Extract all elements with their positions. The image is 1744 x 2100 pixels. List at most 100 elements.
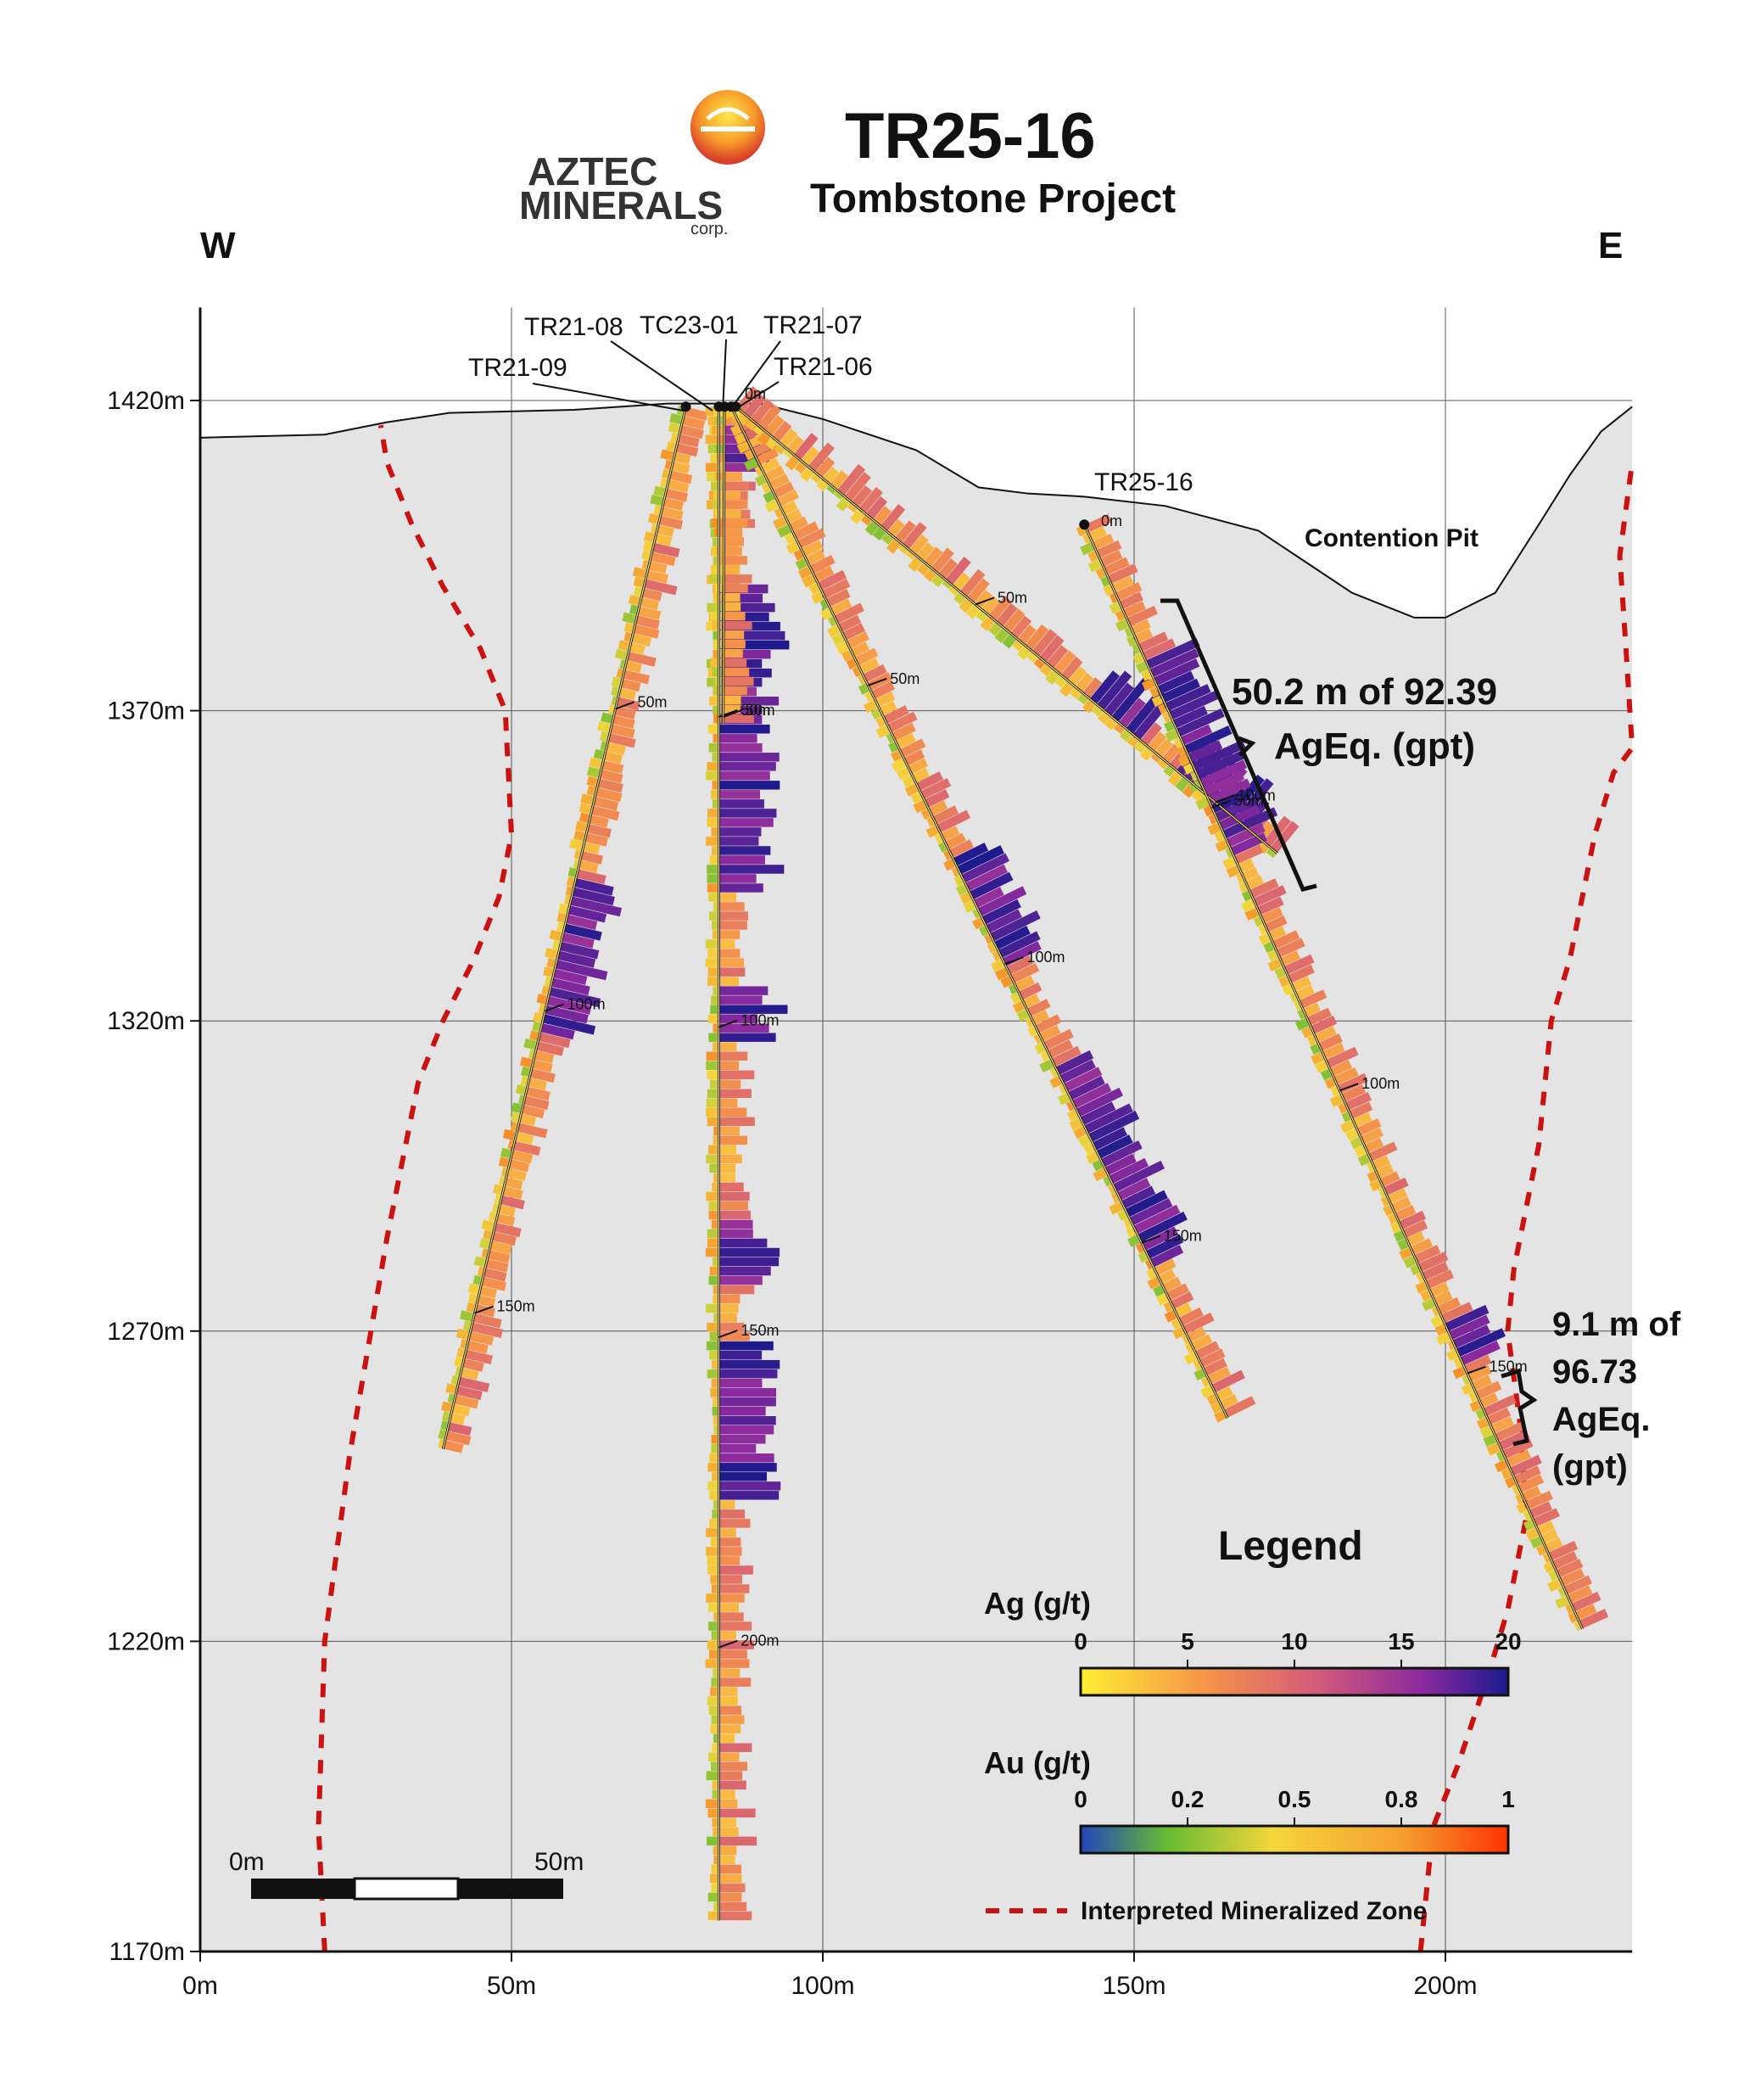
au-bar-tr21-08-35 — [713, 734, 718, 743]
ag-bar-tr21-08-132 — [718, 1640, 754, 1649]
ag-bar-tr21-09-49 — [580, 850, 604, 865]
au-bar-tr21-08-96 — [706, 1303, 718, 1313]
ag-bar-tr21-07-7 — [760, 457, 780, 473]
au-bar-tr25-16-35 — [1207, 822, 1221, 836]
ag-bar-tr25-16-86 — [1413, 1245, 1441, 1264]
ag-bar-tr21-08-64 — [718, 1005, 788, 1014]
au-bar-tr21-09-66 — [538, 1003, 545, 1014]
ag-bar-tr21-08-102 — [718, 1359, 780, 1369]
au-bar-tr25-16-47 — [1258, 924, 1267, 935]
ag-bar-tr21-06-25 — [916, 542, 935, 562]
au-bar-tr21-07-63 — [984, 933, 992, 944]
au-bar-tr21-07-117 — [1200, 1385, 1214, 1398]
ag-bar-tr25-16-128 — [1574, 1604, 1597, 1621]
ag-bar-tr21-06-7 — [786, 435, 804, 455]
au-bar-tr21-06-50 — [1091, 706, 1103, 717]
au-bar-tr25-16-97 — [1445, 1349, 1459, 1362]
ag-bar-tr21-06-8 — [793, 433, 819, 461]
au-bar-tr21-08-44 — [707, 818, 718, 827]
ag-bar-tr21-08-46 — [718, 837, 759, 846]
ag-bar-tc23-01-12 — [724, 518, 748, 528]
au-bar-tr21-09-12 — [648, 512, 659, 524]
ag-bar-tr21-06-34 — [981, 596, 1000, 615]
ag-bar-tr21-08-94 — [718, 1285, 755, 1295]
au-bar-tr21-08-73 — [707, 1089, 718, 1099]
au-bar-tr21-09-112 — [440, 1420, 448, 1431]
ag-bar-tr25-16-103 — [1478, 1392, 1499, 1408]
au-bar-tr21-08-134 — [705, 1659, 718, 1668]
ag-bar-tc23-01-31 — [723, 695, 741, 705]
au-bar-tr21-09-68 — [532, 1021, 541, 1032]
au-bar-tr25-16-70 — [1340, 1120, 1356, 1134]
ag-bar-tr21-08-89 — [718, 1238, 768, 1248]
ag-bar-tr21-09-91 — [491, 1231, 517, 1246]
au-bar-tr21-09-85 — [499, 1176, 505, 1186]
au-bar-tr21-08-82 — [713, 1173, 718, 1183]
zone-boundary-east — [1417, 462, 1635, 1952]
ag-bar-tr21-06-48 — [1082, 677, 1103, 699]
ag-bar-tr21-09-26 — [629, 642, 646, 655]
au-bar-tr25-16-95 — [1436, 1332, 1451, 1346]
ag-bar-tr21-09-62 — [552, 968, 588, 985]
ag-bar-tr21-08-156 — [718, 1864, 742, 1874]
callout-1-line2: AgEq. (gpt) — [1274, 725, 1475, 767]
au-tick-0-2: 0.2 — [1171, 1786, 1205, 1812]
au-bar-tr21-07-21 — [808, 583, 820, 595]
au-bar-tr25-16-8 — [1109, 593, 1117, 604]
au-bar-tr21-08-56 — [712, 930, 718, 939]
ag-bar-tr21-09-0 — [684, 406, 708, 421]
au-bar-tr25-16-60 — [1307, 1035, 1316, 1046]
ag-bar-tr21-06-12 — [822, 467, 839, 484]
au-bar-tr21-07-61 — [971, 917, 984, 930]
ag-bar-tr25-16-31 — [1203, 770, 1245, 797]
au-bar-tr21-09-76 — [518, 1095, 524, 1105]
au-bar-tr21-08-69 — [706, 1051, 718, 1061]
au-bar-tr21-07-31 — [852, 666, 861, 677]
au-bar-tr21-08-153 — [707, 1836, 718, 1846]
au-bar-tr21-09-34 — [601, 712, 612, 724]
au-bar-tr21-09-48 — [569, 838, 584, 851]
ag-bar-tr25-16-99 — [1463, 1354, 1492, 1375]
ag-bar-tr21-07-118 — [1215, 1386, 1233, 1402]
ag-bar-tr21-07-14 — [788, 516, 808, 532]
depth-tick-tr21-08-1 — [718, 1019, 738, 1028]
ag-bar-tr21-07-117 — [1210, 1369, 1245, 1393]
au-bar-tr21-09-23 — [622, 612, 636, 624]
au-bar-tr25-16-83 — [1393, 1230, 1405, 1242]
ag-bar-tr25-16-70 — [1352, 1112, 1372, 1128]
au-bar-tr21-06-14 — [833, 491, 843, 501]
ag-bar-tr21-07-47 — [924, 789, 950, 808]
label-tr21-06: TR21-06 — [774, 353, 873, 381]
ag-bar-tr21-07-84 — [1076, 1087, 1124, 1117]
au-bar-tr25-16-20 — [1151, 695, 1164, 708]
ag-bar-tc23-01-19 — [724, 583, 748, 593]
au-bar-tr21-07-47 — [913, 800, 927, 814]
ag-bar-tr21-07-96 — [1125, 1190, 1168, 1218]
au-bar-tr25-16-126 — [1555, 1595, 1569, 1609]
ag-bar-tr21-09-72 — [531, 1059, 553, 1073]
ag-bar-tr21-08-42 — [718, 799, 764, 809]
ag-bar-tr21-06-33 — [974, 589, 992, 609]
au-bar-tr21-07-64 — [987, 942, 997, 954]
au-bar-tr25-16-111 — [1501, 1468, 1512, 1480]
ag-bar-tr21-06-3 — [757, 404, 781, 431]
axes: 0m 50m 100m 150m 200m1420m1370m1320m1270m122… — [107, 307, 1633, 2000]
ag-bar-tr21-06-74 — [1270, 820, 1300, 854]
au-bar-tr25-16-56 — [1294, 1000, 1301, 1011]
ag-bar-tr21-08-147 — [718, 1780, 746, 1789]
ag-bar-tr21-08-95 — [718, 1294, 741, 1304]
au-bar-tr25-16-16 — [1135, 661, 1149, 674]
logo-text-corp: corp. — [690, 220, 728, 238]
ag-bar-tr25-16-97 — [1456, 1328, 1506, 1358]
ag-bar-tr25-16-1 — [1087, 526, 1107, 542]
au-bar-tr21-07-86 — [1073, 1126, 1087, 1140]
depth-label-tr21-06-0: 50m — [998, 589, 1027, 606]
ag-bar-tr21-07-32 — [862, 664, 887, 683]
au-bar-tr21-09-2 — [668, 422, 680, 434]
au-bar-tr21-09-26 — [618, 640, 629, 652]
au-bar-tr21-08-138 — [707, 1696, 718, 1705]
au-bar-tr21-08-130 — [708, 1621, 718, 1631]
logo-text-minerals: MINERALS — [519, 183, 723, 227]
au-bar-tr25-16-101 — [1461, 1383, 1474, 1396]
au-bar-tr21-06-23 — [897, 545, 908, 555]
